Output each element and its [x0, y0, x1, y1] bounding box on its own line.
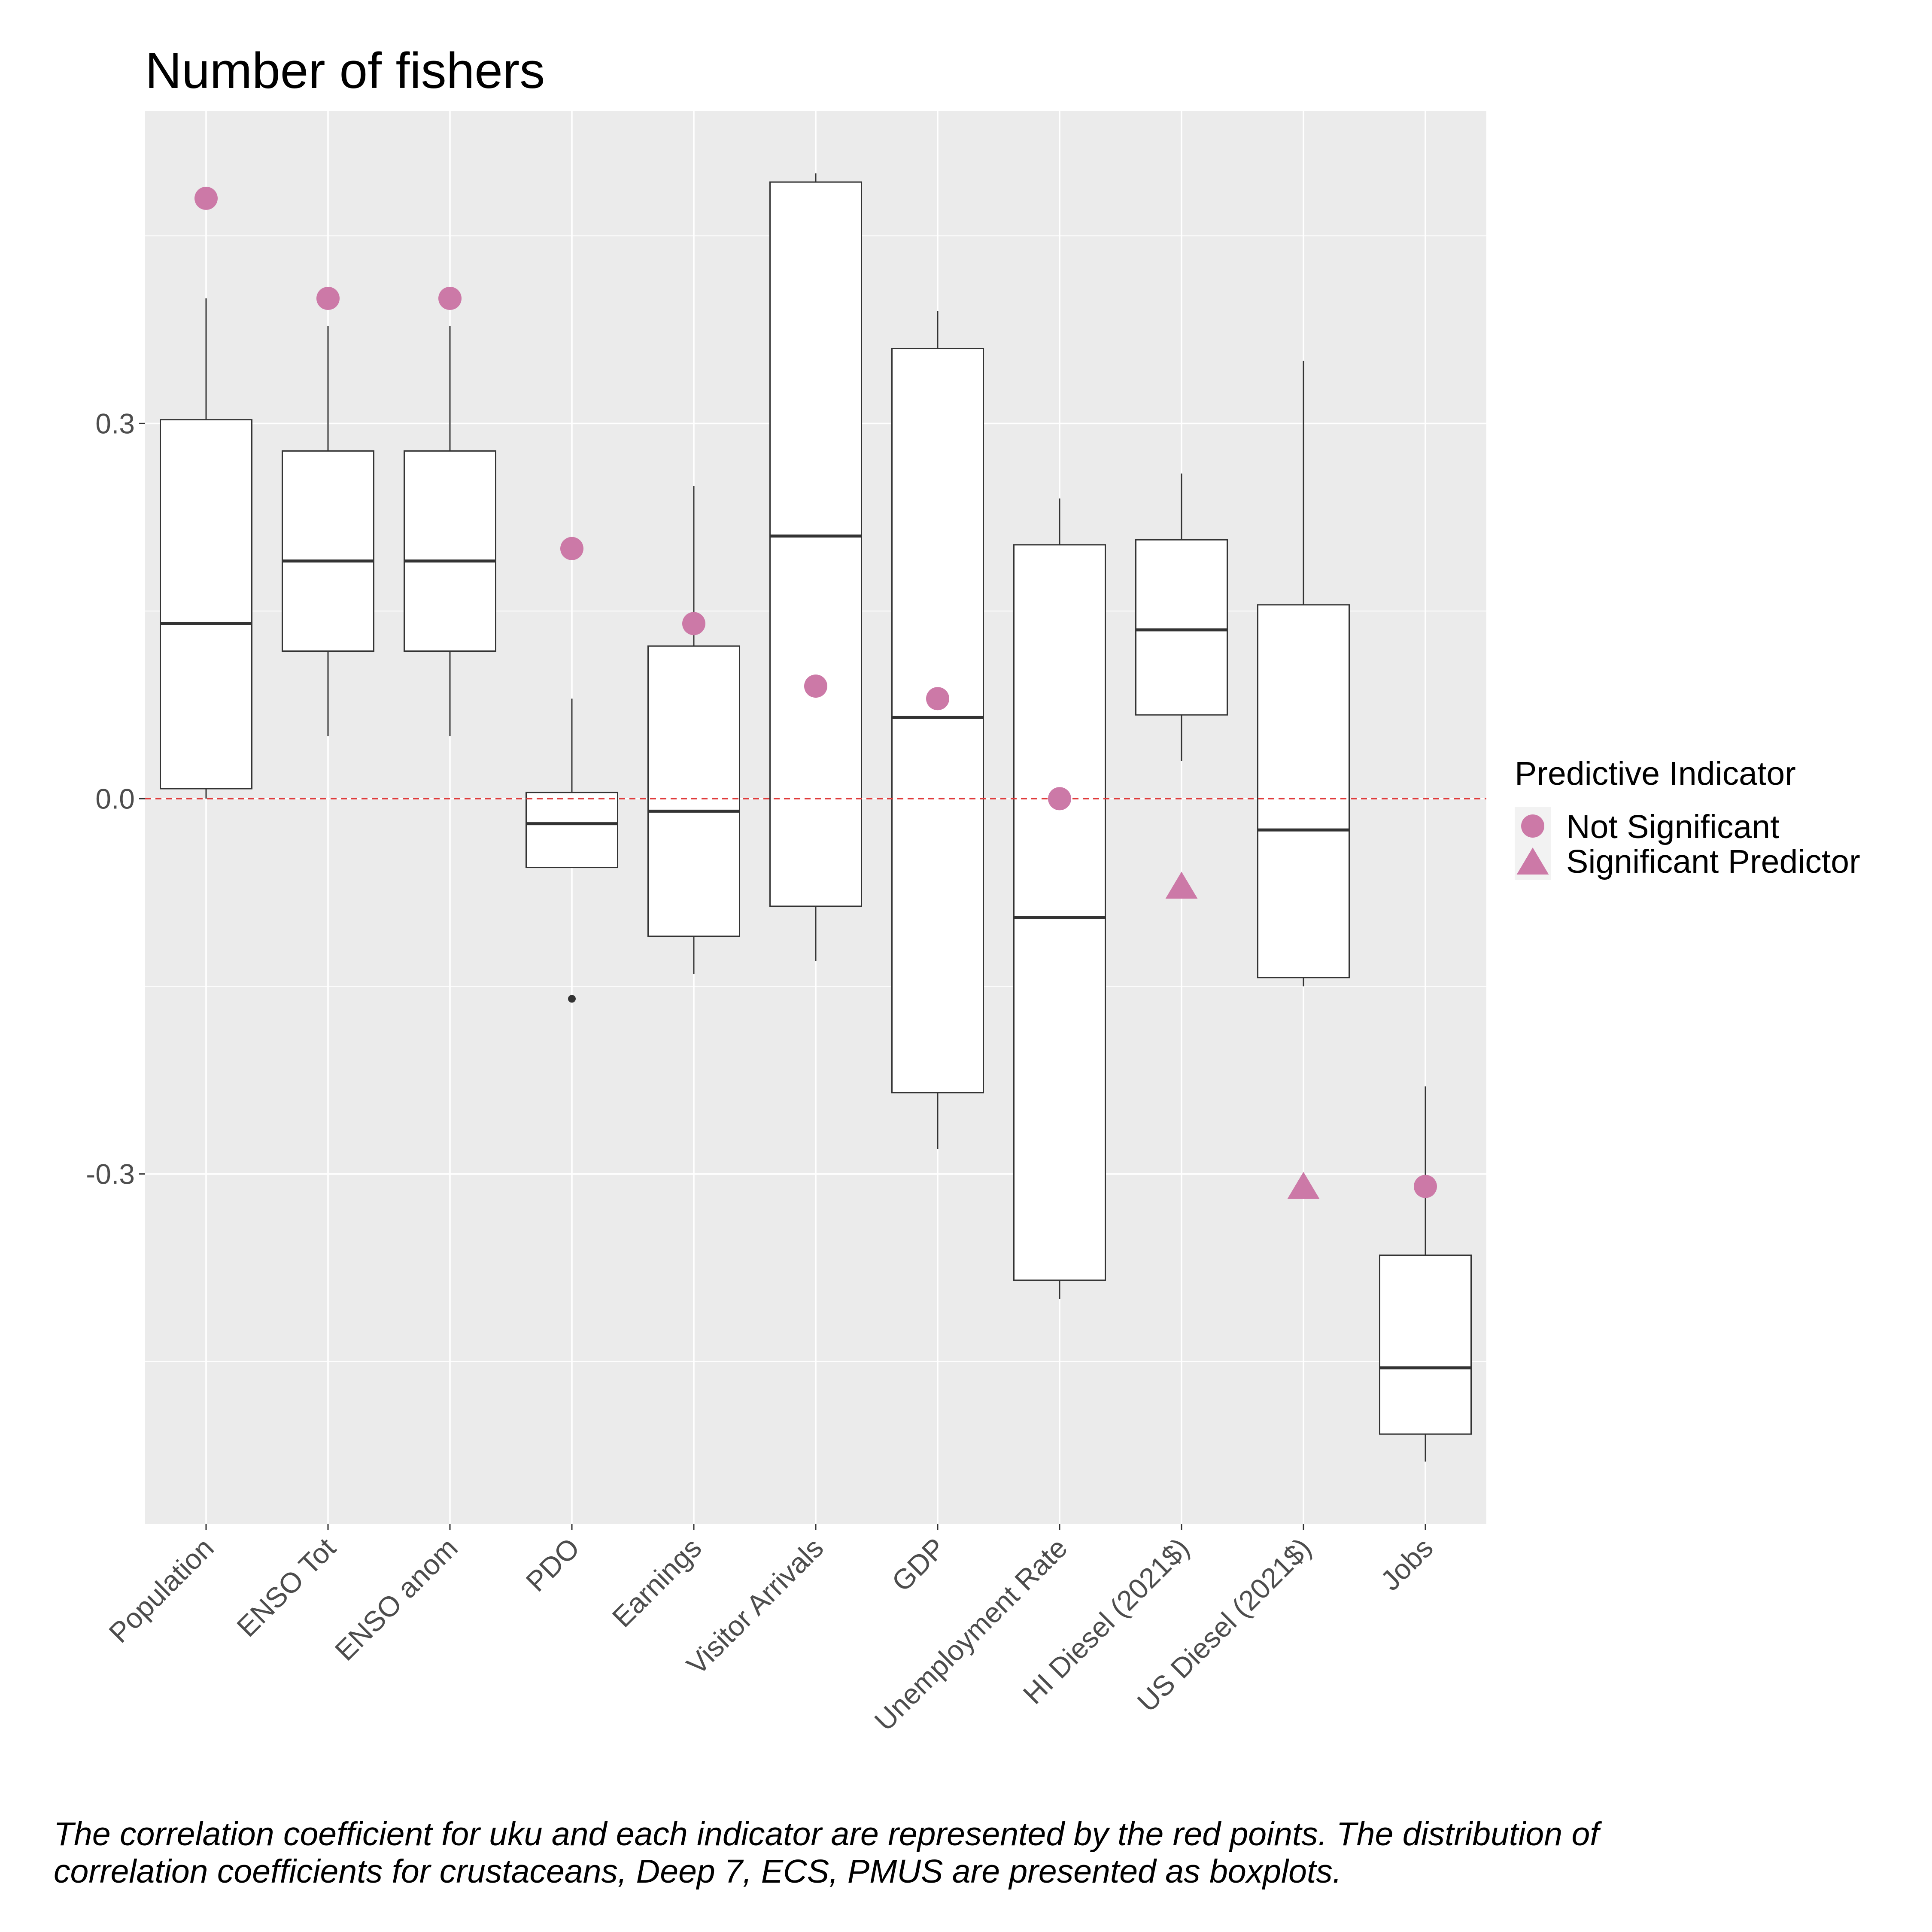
- box: [1013, 544, 1106, 1281]
- caption-line-1: The correlation coefficient for uku and …: [54, 1816, 1602, 1853]
- boxplot: [282, 326, 374, 736]
- outlier-point: [568, 995, 576, 1003]
- boxplot: [1135, 473, 1228, 761]
- x-tick-label: Earnings: [606, 1532, 708, 1634]
- y-tick-label: 0.3: [95, 407, 135, 439]
- not-significant-point: [316, 286, 340, 310]
- boxplot: [891, 311, 984, 1149]
- x-tick-label: GDP: [885, 1532, 951, 1598]
- not-significant-point: [194, 186, 218, 210]
- indicator-points: [194, 186, 1437, 1199]
- box: [1379, 1255, 1472, 1435]
- chart-title: Number of fishers: [145, 43, 545, 99]
- legend-label-significant-predictor: Significant Predictor: [1566, 843, 1860, 880]
- not-significant-point: [560, 537, 583, 560]
- boxplot: [1379, 1086, 1472, 1462]
- not-significant-point: [682, 612, 705, 635]
- legend-title: Predictive Indicator: [1515, 755, 1796, 792]
- box: [404, 450, 496, 652]
- not-significant-point: [438, 286, 462, 310]
- caption-line-2: correlation coefficients for crustaceans…: [54, 1853, 1342, 1890]
- box: [526, 792, 618, 869]
- x-tick-label: Jobs: [1374, 1532, 1439, 1597]
- boxplots: [145, 173, 1486, 1462]
- x-tick-label: ENSO Tot: [231, 1532, 342, 1643]
- boxplot: [160, 298, 252, 799]
- significant-predictor-point: [1287, 1172, 1320, 1199]
- boxplot: [769, 173, 862, 962]
- boxplot: [404, 326, 496, 736]
- legend-circle-icon: [1521, 814, 1544, 838]
- box: [647, 645, 740, 937]
- legend: Predictive Indicator Not Significant Sig…: [1515, 755, 1860, 880]
- box: [1257, 604, 1350, 978]
- not-significant-point: [804, 674, 827, 698]
- boxplot: [1013, 498, 1106, 1299]
- x-tick-label: PDO: [519, 1532, 585, 1598]
- boxplot: [647, 486, 740, 974]
- y-tick-label: -0.3: [86, 1158, 135, 1190]
- box: [282, 450, 374, 652]
- boxplot: [526, 699, 618, 1003]
- not-significant-point: [926, 687, 949, 711]
- not-significant-point: [1048, 787, 1071, 811]
- y-axis: -0.3 0.0 0.3: [86, 407, 145, 1190]
- box: [1135, 539, 1228, 716]
- y-tick-label: 0.0: [95, 783, 135, 814]
- not-significant-point: [1414, 1175, 1437, 1198]
- x-tick-label: ENSO anom: [329, 1532, 464, 1667]
- box: [891, 348, 984, 1094]
- box: [160, 419, 252, 790]
- legend-label-not-significant: Not Significant: [1566, 808, 1779, 845]
- x-tick-label: Population: [103, 1532, 220, 1649]
- significant-predictor-point: [1165, 872, 1198, 899]
- legend-triangle-icon: [1516, 848, 1549, 875]
- boxplot: [1257, 361, 1350, 987]
- box: [769, 181, 862, 907]
